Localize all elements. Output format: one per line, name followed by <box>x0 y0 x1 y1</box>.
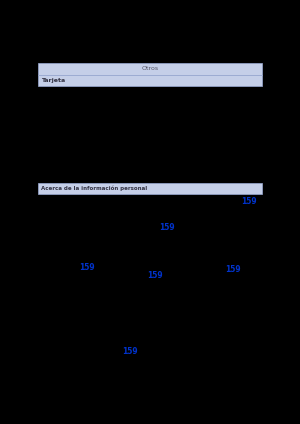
Text: Otros: Otros <box>141 67 159 72</box>
FancyBboxPatch shape <box>38 183 262 194</box>
Text: 159: 159 <box>147 271 163 279</box>
Text: 159: 159 <box>241 198 257 206</box>
Text: Acerca de la información personal: Acerca de la información personal <box>41 186 147 191</box>
FancyBboxPatch shape <box>38 63 262 75</box>
FancyBboxPatch shape <box>38 75 262 86</box>
Text: 159: 159 <box>225 265 241 274</box>
Text: 159: 159 <box>79 263 95 273</box>
Text: 159: 159 <box>159 223 175 232</box>
Text: 159: 159 <box>122 348 138 357</box>
Text: Tarjeta: Tarjeta <box>41 78 65 83</box>
